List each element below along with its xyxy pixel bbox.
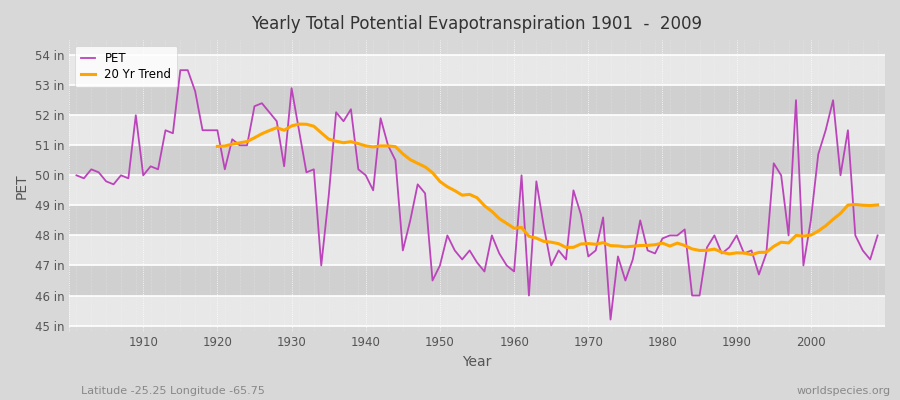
20 Yr Trend bbox=[872, 202, 883, 207]
Bar bbox=[69, 205, 885, 236]
Bar bbox=[69, 145, 885, 175]
20 Yr Trend bbox=[790, 233, 801, 238]
PET bbox=[175, 68, 185, 72]
Bar bbox=[69, 85, 885, 115]
20 Yr Trend bbox=[746, 252, 757, 257]
PET bbox=[516, 173, 526, 178]
Y-axis label: PET: PET bbox=[15, 173, 29, 199]
Line: 20 Yr Trend: 20 Yr Trend bbox=[218, 124, 877, 255]
20 Yr Trend bbox=[293, 122, 304, 126]
PET bbox=[605, 317, 616, 322]
PET bbox=[872, 233, 883, 238]
Title: Yearly Total Potential Evapotranspiration 1901  -  2009: Yearly Total Potential Evapotranspiratio… bbox=[251, 15, 703, 33]
20 Yr Trend bbox=[309, 124, 320, 129]
Bar bbox=[69, 236, 885, 266]
Bar bbox=[69, 115, 885, 145]
Bar bbox=[69, 55, 885, 85]
20 Yr Trend bbox=[776, 240, 787, 244]
X-axis label: Year: Year bbox=[463, 355, 491, 369]
PET bbox=[613, 254, 624, 259]
20 Yr Trend bbox=[212, 144, 223, 149]
Bar bbox=[69, 296, 885, 326]
PET bbox=[71, 173, 82, 178]
20 Yr Trend bbox=[419, 164, 430, 169]
20 Yr Trend bbox=[680, 243, 690, 248]
PET bbox=[346, 107, 356, 112]
PET bbox=[130, 113, 141, 118]
Text: worldspecies.org: worldspecies.org bbox=[796, 386, 891, 396]
Legend: PET, 20 Yr Trend: PET, 20 Yr Trend bbox=[75, 46, 177, 87]
Bar bbox=[69, 175, 885, 205]
PET bbox=[508, 269, 519, 274]
Bar bbox=[69, 266, 885, 296]
PET bbox=[301, 170, 311, 175]
20 Yr Trend bbox=[858, 203, 868, 208]
Text: Latitude -25.25 Longitude -65.75: Latitude -25.25 Longitude -65.75 bbox=[81, 386, 265, 396]
Line: PET: PET bbox=[76, 70, 878, 320]
